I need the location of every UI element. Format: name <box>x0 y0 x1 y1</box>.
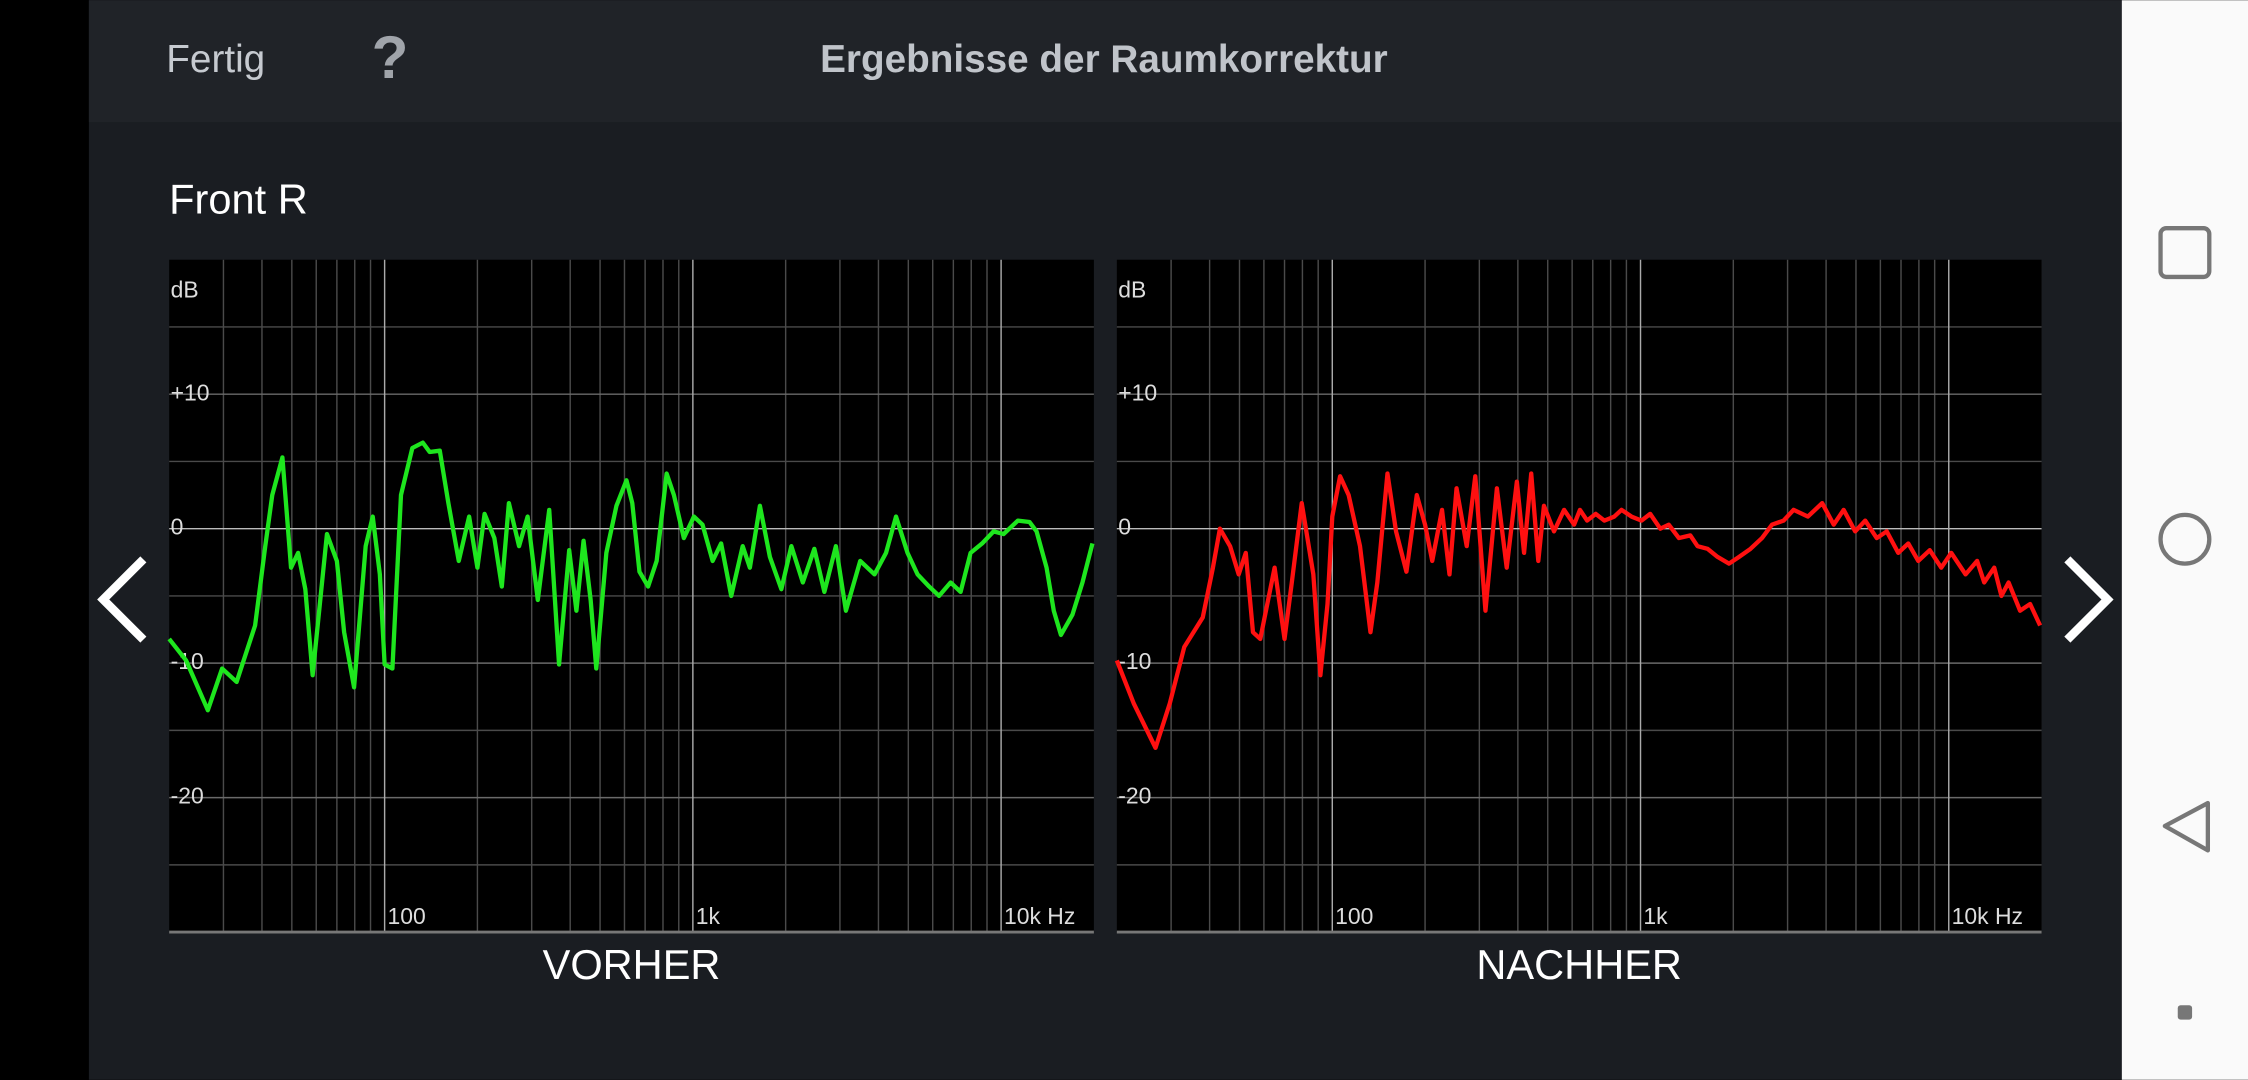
nav-dot <box>2177 1005 2193 1020</box>
page-title: Ergebnisse der Raumkorrektur <box>820 38 1388 81</box>
nav-bar <box>2121 0 2248 1080</box>
response-curve <box>167 440 1095 713</box>
home-button[interactable] <box>2158 512 2212 566</box>
x-tick-label: 100 <box>1335 903 1373 929</box>
y-tick-label: 0 <box>171 514 184 540</box>
next-arrow[interactable] <box>2064 556 2114 643</box>
y-tick-label: -10 <box>1118 648 1151 674</box>
header-bar <box>88 0 2122 123</box>
y-axis-label: dB <box>1118 276 1146 302</box>
y-axis-label: dB <box>171 276 199 302</box>
y-tick-label: 0 <box>1118 514 1131 540</box>
x-tick-label: 10k Hz <box>1952 903 2023 929</box>
y-tick-label: +10 <box>1118 379 1157 405</box>
previous-arrow[interactable] <box>97 556 147 643</box>
chart-caption: VORHER <box>543 941 721 988</box>
x-tick-label: 1k <box>1643 903 1668 929</box>
recents-button[interactable] <box>2158 226 2212 280</box>
x-tick-label: 1k <box>696 903 721 929</box>
help-button[interactable]: ? <box>372 23 409 91</box>
y-tick-label: -20 <box>171 783 204 809</box>
side-bar <box>0 0 89 1080</box>
back-button[interactable] <box>2162 800 2211 853</box>
y-tick-label: -20 <box>1118 783 1151 809</box>
channel-name: Front R <box>169 175 308 222</box>
y-tick-label: +10 <box>171 379 210 405</box>
done-button[interactable]: Fertig <box>166 38 265 81</box>
response-curve <box>1114 471 2043 751</box>
x-tick-label: 100 <box>387 903 425 929</box>
x-tick-label: 10k Hz <box>1004 903 1075 929</box>
chart-caption: NACHHER <box>1476 941 1682 988</box>
